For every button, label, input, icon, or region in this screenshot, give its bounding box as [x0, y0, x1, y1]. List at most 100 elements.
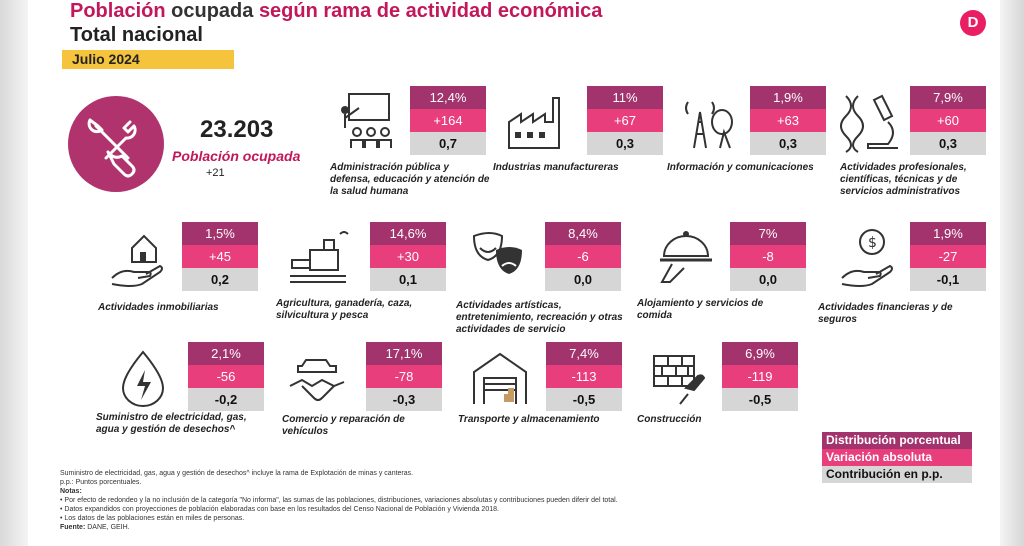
sector-name: Alojamiento y servicios de comida [637, 298, 764, 321]
change-value: +63 [750, 109, 826, 132]
note-3: • Los datos de las poblaciones están en … [60, 515, 245, 522]
share-value: 8,4% [545, 222, 621, 245]
contribution-value: -0,1 [910, 268, 986, 291]
sector-name: Actividades inmobiliarias [98, 302, 219, 313]
contribution-value: 0,3 [910, 132, 986, 155]
total-label: Población ocupada [172, 148, 301, 164]
page-subtitle: Total nacional [70, 24, 203, 46]
cloche-icon [652, 226, 714, 288]
share-value: 7,4% [546, 342, 622, 365]
share-value: 1,5% [182, 222, 258, 245]
source-text: DANE, GEIH. [85, 524, 130, 531]
total-delta: +21 [206, 167, 225, 179]
share-value: 1,9% [910, 222, 986, 245]
sector-name: Industrias manufactureras [493, 162, 619, 173]
period-label: Julio 2024 [72, 51, 140, 67]
period-bar: Julio 2024 [62, 50, 234, 69]
energy-drop-icon [115, 348, 177, 410]
note-line2: p.p.: Puntos porcentuales. [60, 479, 142, 486]
source-line: Fuente: DANE, GEIH. [60, 523, 618, 532]
contribution-value: -0,5 [546, 388, 622, 411]
sector-name: Construcción [637, 414, 702, 425]
right-edge [1000, 0, 1024, 546]
contribution-value: 0,7 [410, 132, 486, 155]
value-stack: 8,4% -6 0,0 [545, 222, 621, 291]
note-line1: Suministro de electricidad, gas, agua y … [60, 470, 414, 477]
value-stack: 1,9% +63 0,3 [750, 86, 826, 155]
notes-heading: Notas: [60, 488, 82, 495]
title-part-1: Población [70, 0, 166, 22]
sector-name: Información y comunicaciones [667, 162, 814, 173]
value-stack: 2,1% -56 -0,2 [188, 342, 264, 411]
change-value: -78 [366, 365, 442, 388]
legend-contribution: Contribución en p.p. [822, 466, 972, 483]
total-value: 23.203 [200, 116, 274, 143]
value-stack: 7% -8 0,0 [730, 222, 806, 291]
value-stack: 1,5% +45 0,2 [182, 222, 258, 291]
value-stack: 11% +67 0,3 [587, 86, 663, 155]
share-value: 12,4% [410, 86, 486, 109]
value-stack: 17,1% -78 -0,3 [366, 342, 442, 411]
masks-icon [468, 226, 530, 288]
value-stack: 14,6% +30 0,1 [370, 222, 446, 291]
change-value: -119 [722, 365, 798, 388]
value-stack: 7,4% -113 -0,5 [546, 342, 622, 411]
change-value: +67 [587, 109, 663, 132]
footnotes: Suministro de electricidad, gas, agua y … [60, 469, 618, 532]
note-1: • Por efecto de redondeo y la no inclusi… [60, 497, 618, 504]
contribution-value: 0,3 [587, 132, 663, 155]
value-stack: 6,9% -119 -0,5 [722, 342, 798, 411]
legend-share: Distribución porcentual [822, 432, 972, 449]
share-value: 14,6% [370, 222, 446, 245]
money-hand-icon: $ [838, 226, 900, 288]
sector-name: Actividades financieras y de seguros [818, 302, 953, 325]
legend-change: Variación absoluta [822, 449, 972, 466]
title-part-3: según rama de actividad económica [258, 0, 603, 22]
change-value: +164 [410, 109, 486, 132]
share-value: 2,1% [188, 342, 264, 365]
sector-name: Suministro de electricidad, gas, agua y … [96, 412, 247, 435]
value-stack: 7,9% +60 0,3 [910, 86, 986, 155]
handshake-car-icon [288, 348, 350, 410]
share-value: 17,1% [366, 342, 442, 365]
share-value: 11% [587, 86, 663, 109]
sector-name: Actividades artísticas, entretenimiento,… [456, 300, 623, 335]
source-label: Fuente: [60, 524, 86, 531]
change-value: +60 [910, 109, 986, 132]
house-hand-icon [108, 226, 170, 288]
contribution-value: 0,0 [730, 268, 806, 291]
contribution-value: -0,2 [188, 388, 264, 411]
sector-name: Comercio y reparación de vehículos [282, 414, 405, 437]
sector-name: Agricultura, ganadería, caza, silvicultu… [276, 298, 413, 321]
microscope-icon [840, 92, 902, 154]
contribution-value: -0,3 [366, 388, 442, 411]
share-value: 7,9% [910, 86, 986, 109]
contribution-value: 0,1 [370, 268, 446, 291]
sector-name: Actividades profesionales, científicas, … [840, 162, 967, 197]
note-2: • Datos expandidos con proyecciones de p… [60, 506, 499, 513]
change-value: -113 [546, 365, 622, 388]
change-value: -27 [910, 245, 986, 268]
contribution-value: 0,0 [545, 268, 621, 291]
legend: Distribución porcentual Variación absolu… [822, 432, 972, 483]
change-value: -56 [188, 365, 264, 388]
tractor-icon [288, 226, 350, 288]
factory-icon [505, 92, 567, 154]
change-value: -8 [730, 245, 806, 268]
svg-text:$: $ [868, 235, 877, 251]
share-value: 7% [730, 222, 806, 245]
value-stack: 1,9% -27 -0,1 [910, 222, 986, 291]
tools-icon [68, 96, 164, 192]
contribution-value: -0,5 [722, 388, 798, 411]
sector-name: Administración pública y defensa, educac… [330, 162, 490, 197]
bricks-icon [648, 348, 710, 410]
left-edge [0, 0, 28, 546]
change-value: -6 [545, 245, 621, 268]
antenna-icon [678, 92, 740, 154]
change-value: +30 [370, 245, 446, 268]
contribution-value: 0,2 [182, 268, 258, 291]
title-part-2: ocupada [165, 0, 259, 22]
share-value: 1,9% [750, 86, 826, 109]
value-stack: 12,4% +164 0,7 [410, 86, 486, 155]
